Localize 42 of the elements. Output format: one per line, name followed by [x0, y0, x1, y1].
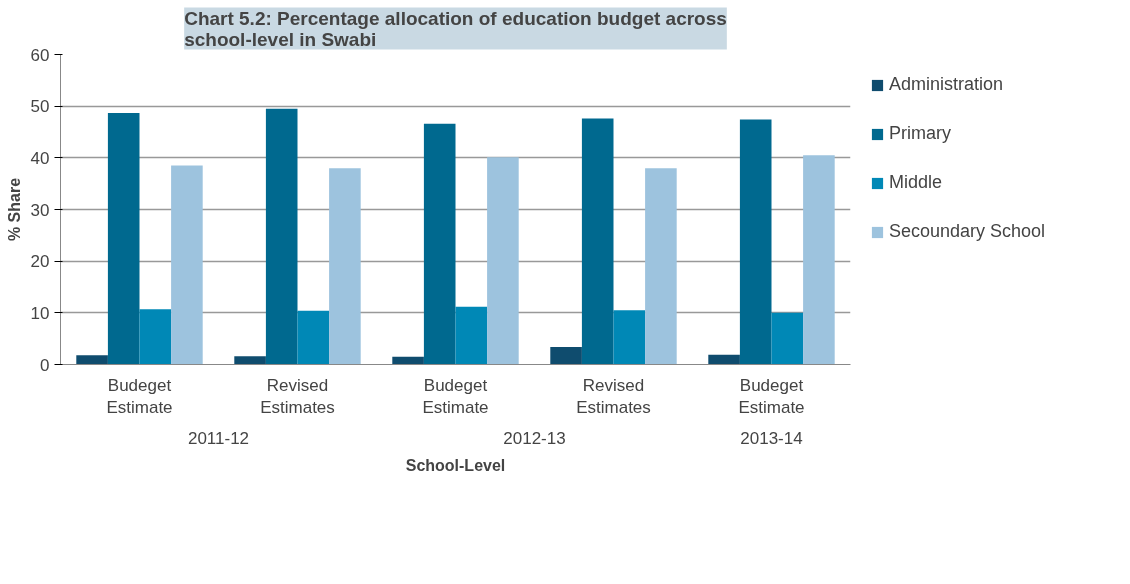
- bar: [234, 356, 266, 365]
- bar: [550, 346, 582, 365]
- legend-label: Primary: [889, 123, 951, 144]
- bar: [803, 155, 835, 365]
- bar: [487, 157, 519, 365]
- bar: [76, 355, 108, 365]
- bar: [171, 165, 203, 365]
- bar: [297, 310, 330, 365]
- y-tick-label: 60: [30, 45, 50, 65]
- bar: [645, 168, 677, 365]
- x-axis-title: School-Level: [405, 456, 506, 474]
- bar: [139, 309, 172, 365]
- bar: [739, 119, 772, 365]
- x-tick-label: Revised Estimates: [260, 375, 335, 418]
- bar: [265, 108, 298, 365]
- bar: [771, 312, 804, 365]
- legend-label: Middle: [889, 172, 943, 193]
- bar: [329, 168, 361, 365]
- y-tick-label: 20: [30, 252, 50, 272]
- chart-title: Chart 5.2: Percentage allocation of education budget across school-level in Swabi: [184, 7, 727, 50]
- x-tick-label: Budeget Estimate: [106, 375, 173, 418]
- bar: [107, 112, 140, 365]
- y-tick-label: 40: [30, 148, 50, 168]
- x-tick-label: Budeget Estimate: [738, 375, 805, 418]
- legend-label: Secoundary School: [889, 221, 1046, 242]
- bar: [455, 306, 488, 365]
- y-tick-label: 50: [30, 97, 50, 117]
- y-tick-label: 30: [30, 200, 50, 220]
- y-tick-label: 0: [40, 355, 50, 375]
- bar: [708, 354, 740, 365]
- bar: [392, 356, 424, 365]
- bar: [423, 123, 456, 365]
- y-axis-title: % Share: [5, 177, 23, 242]
- text: 2012-13: [503, 428, 566, 448]
- x-tick-label: Revised Estimates: [576, 375, 651, 418]
- x-tick-label: Budeget Estimate: [422, 375, 489, 418]
- bar: [581, 118, 614, 365]
- bar: [613, 310, 646, 365]
- y-tick-label: 10: [30, 303, 50, 323]
- text: 2011-12: [187, 428, 250, 448]
- text: 2013-14: [740, 428, 803, 448]
- legend-label: Administration: [889, 74, 1004, 95]
